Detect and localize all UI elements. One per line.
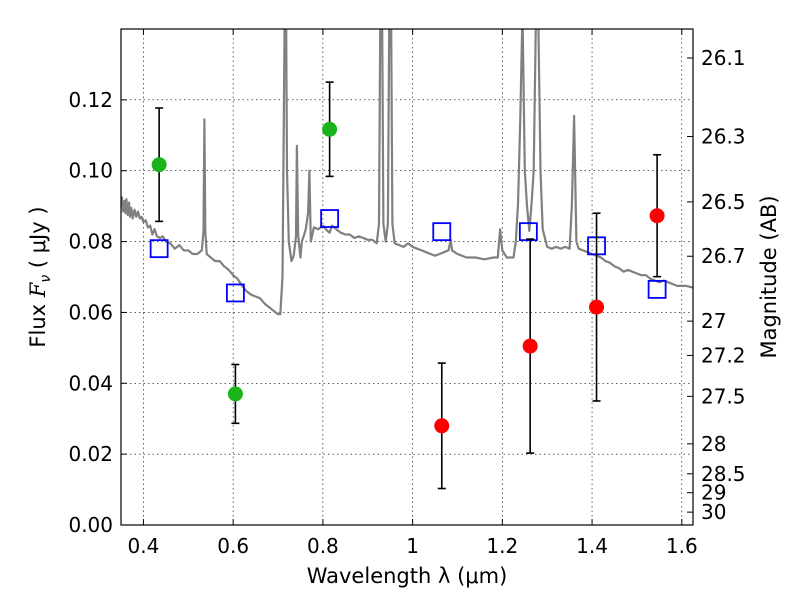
y2-tick-label: 30 [701, 500, 726, 524]
x-tick-label: 1.4 [576, 534, 608, 558]
y2-tick-label: 29 [701, 481, 726, 505]
observed-flux-point [589, 299, 605, 315]
y2-tick-label: 27.2 [701, 343, 746, 367]
y2-tick-label: 27 [701, 309, 726, 333]
y-axis-left: 0.00 0.02 0.04 0.06 0.08 0.10 0.12 [68, 88, 127, 537]
observed-flux-point [322, 121, 338, 137]
y2-tick-label: 26.5 [701, 190, 746, 214]
y2-tick-label: 26.7 [701, 244, 746, 268]
x-tick-label: 0.6 [217, 534, 249, 558]
model-photometry-marker [320, 209, 340, 228]
plot-frame [120, 28, 694, 526]
y2-tick-label: 27.5 [701, 384, 746, 408]
x-tick-label: 1.6 [666, 534, 698, 558]
observed-flux-point [151, 157, 167, 173]
x-tick-label: 0.4 [128, 534, 160, 558]
model-photometry-marker [647, 279, 667, 299]
model-photometry-marker [432, 222, 452, 242]
y-tick-label: 0.02 [68, 442, 113, 466]
model-spectrum-line [121, 29, 693, 316]
observed-flux-point [434, 418, 450, 434]
y-tick-label: 0.08 [68, 230, 113, 254]
y2-axis-label: Magnitude (AB) [757, 195, 781, 358]
y-axis-label-subscript: ν [38, 275, 54, 283]
x-tick-label: 1 [406, 534, 419, 558]
y2-tick-label: 28 [701, 432, 726, 456]
y-tick-label: 0.12 [68, 88, 113, 112]
observed-flux-point [649, 208, 665, 224]
y-axis-label-suffix: ( μJy ) [26, 206, 50, 274]
observed-flux-point [522, 338, 538, 354]
x-axis: 0.4 0.6 0.8 1 1.2 1.4 1.6 [128, 29, 698, 558]
model-photometry-marker [225, 283, 245, 303]
grid-lines [121, 29, 693, 526]
y-axis-label-prefix: Flux [26, 297, 50, 347]
y-tick-label: 0.10 [68, 159, 113, 183]
y-tick-label: 0.04 [68, 371, 113, 395]
y2-tick-label: 26.3 [701, 125, 746, 149]
y2-tick-label: 28.5 [701, 462, 746, 486]
y-tick-label: 0.00 [68, 513, 113, 537]
y-tick-label: 0.06 [68, 300, 113, 324]
observed-flux-point [227, 386, 243, 402]
model-photometry-marker [149, 239, 169, 259]
x-tick-label: 0.8 [307, 534, 339, 558]
x-axis-label: Wavelength λ (μm) [307, 564, 508, 588]
model-photometry-marker [518, 222, 538, 242]
y-axis-label-symbol: F [26, 281, 50, 298]
plot-area [121, 29, 693, 490]
y2-tick-label: 26.1 [701, 46, 746, 70]
x-tick-label: 1.2 [486, 534, 518, 558]
y-axis-label: Flux Fν ( μJy ) [26, 206, 54, 347]
